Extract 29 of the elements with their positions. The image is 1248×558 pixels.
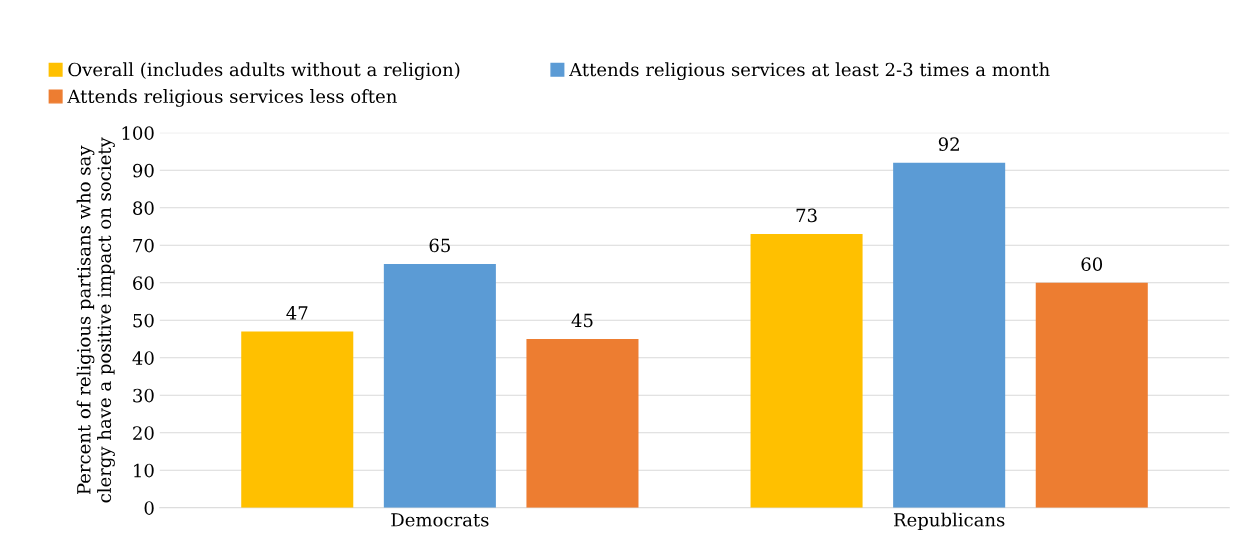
x-tick-label: Democrats [391, 513, 489, 527]
bar [1035, 282, 1148, 508]
y-tick-label: 50 [133, 313, 154, 328]
bar [750, 234, 863, 508]
data-label: 47 [286, 306, 308, 320]
x-tick-label: Republicans [893, 512, 1005, 531]
y-tick-label: 40 [132, 351, 154, 365]
y-tick-label: 70 [133, 238, 154, 253]
y-axis-title: Percent of religious partisans who say clergy have a positive impact on society [76, 137, 115, 503]
data-label: 73 [796, 208, 817, 223]
y-tick-label: 10 [134, 463, 154, 478]
legend-label: Overall (includes adults without a religion) [68, 62, 460, 81]
bar [241, 331, 354, 508]
y-tick-label: 20 [133, 426, 154, 440]
bar [526, 339, 639, 508]
y-tick-label: 30 [133, 388, 154, 403]
y-tick-label: 60 [133, 276, 154, 290]
y-tick-label: 0 [144, 501, 154, 515]
data-label: 92 [938, 137, 959, 151]
data-label: 45 [571, 313, 593, 328]
bar [893, 162, 1006, 508]
legend-label: Attends religious services less often [67, 89, 397, 107]
y-tick-label: 100 [122, 126, 154, 140]
data-label: 60 [1081, 257, 1103, 271]
bar [383, 264, 496, 508]
y-tick-label: 80 [133, 201, 154, 215]
legend-label: Attends religious services at least 2-3 times a month [569, 62, 1050, 81]
data-label: 65 [429, 238, 450, 253]
y-tick-label: 90 [133, 163, 154, 178]
